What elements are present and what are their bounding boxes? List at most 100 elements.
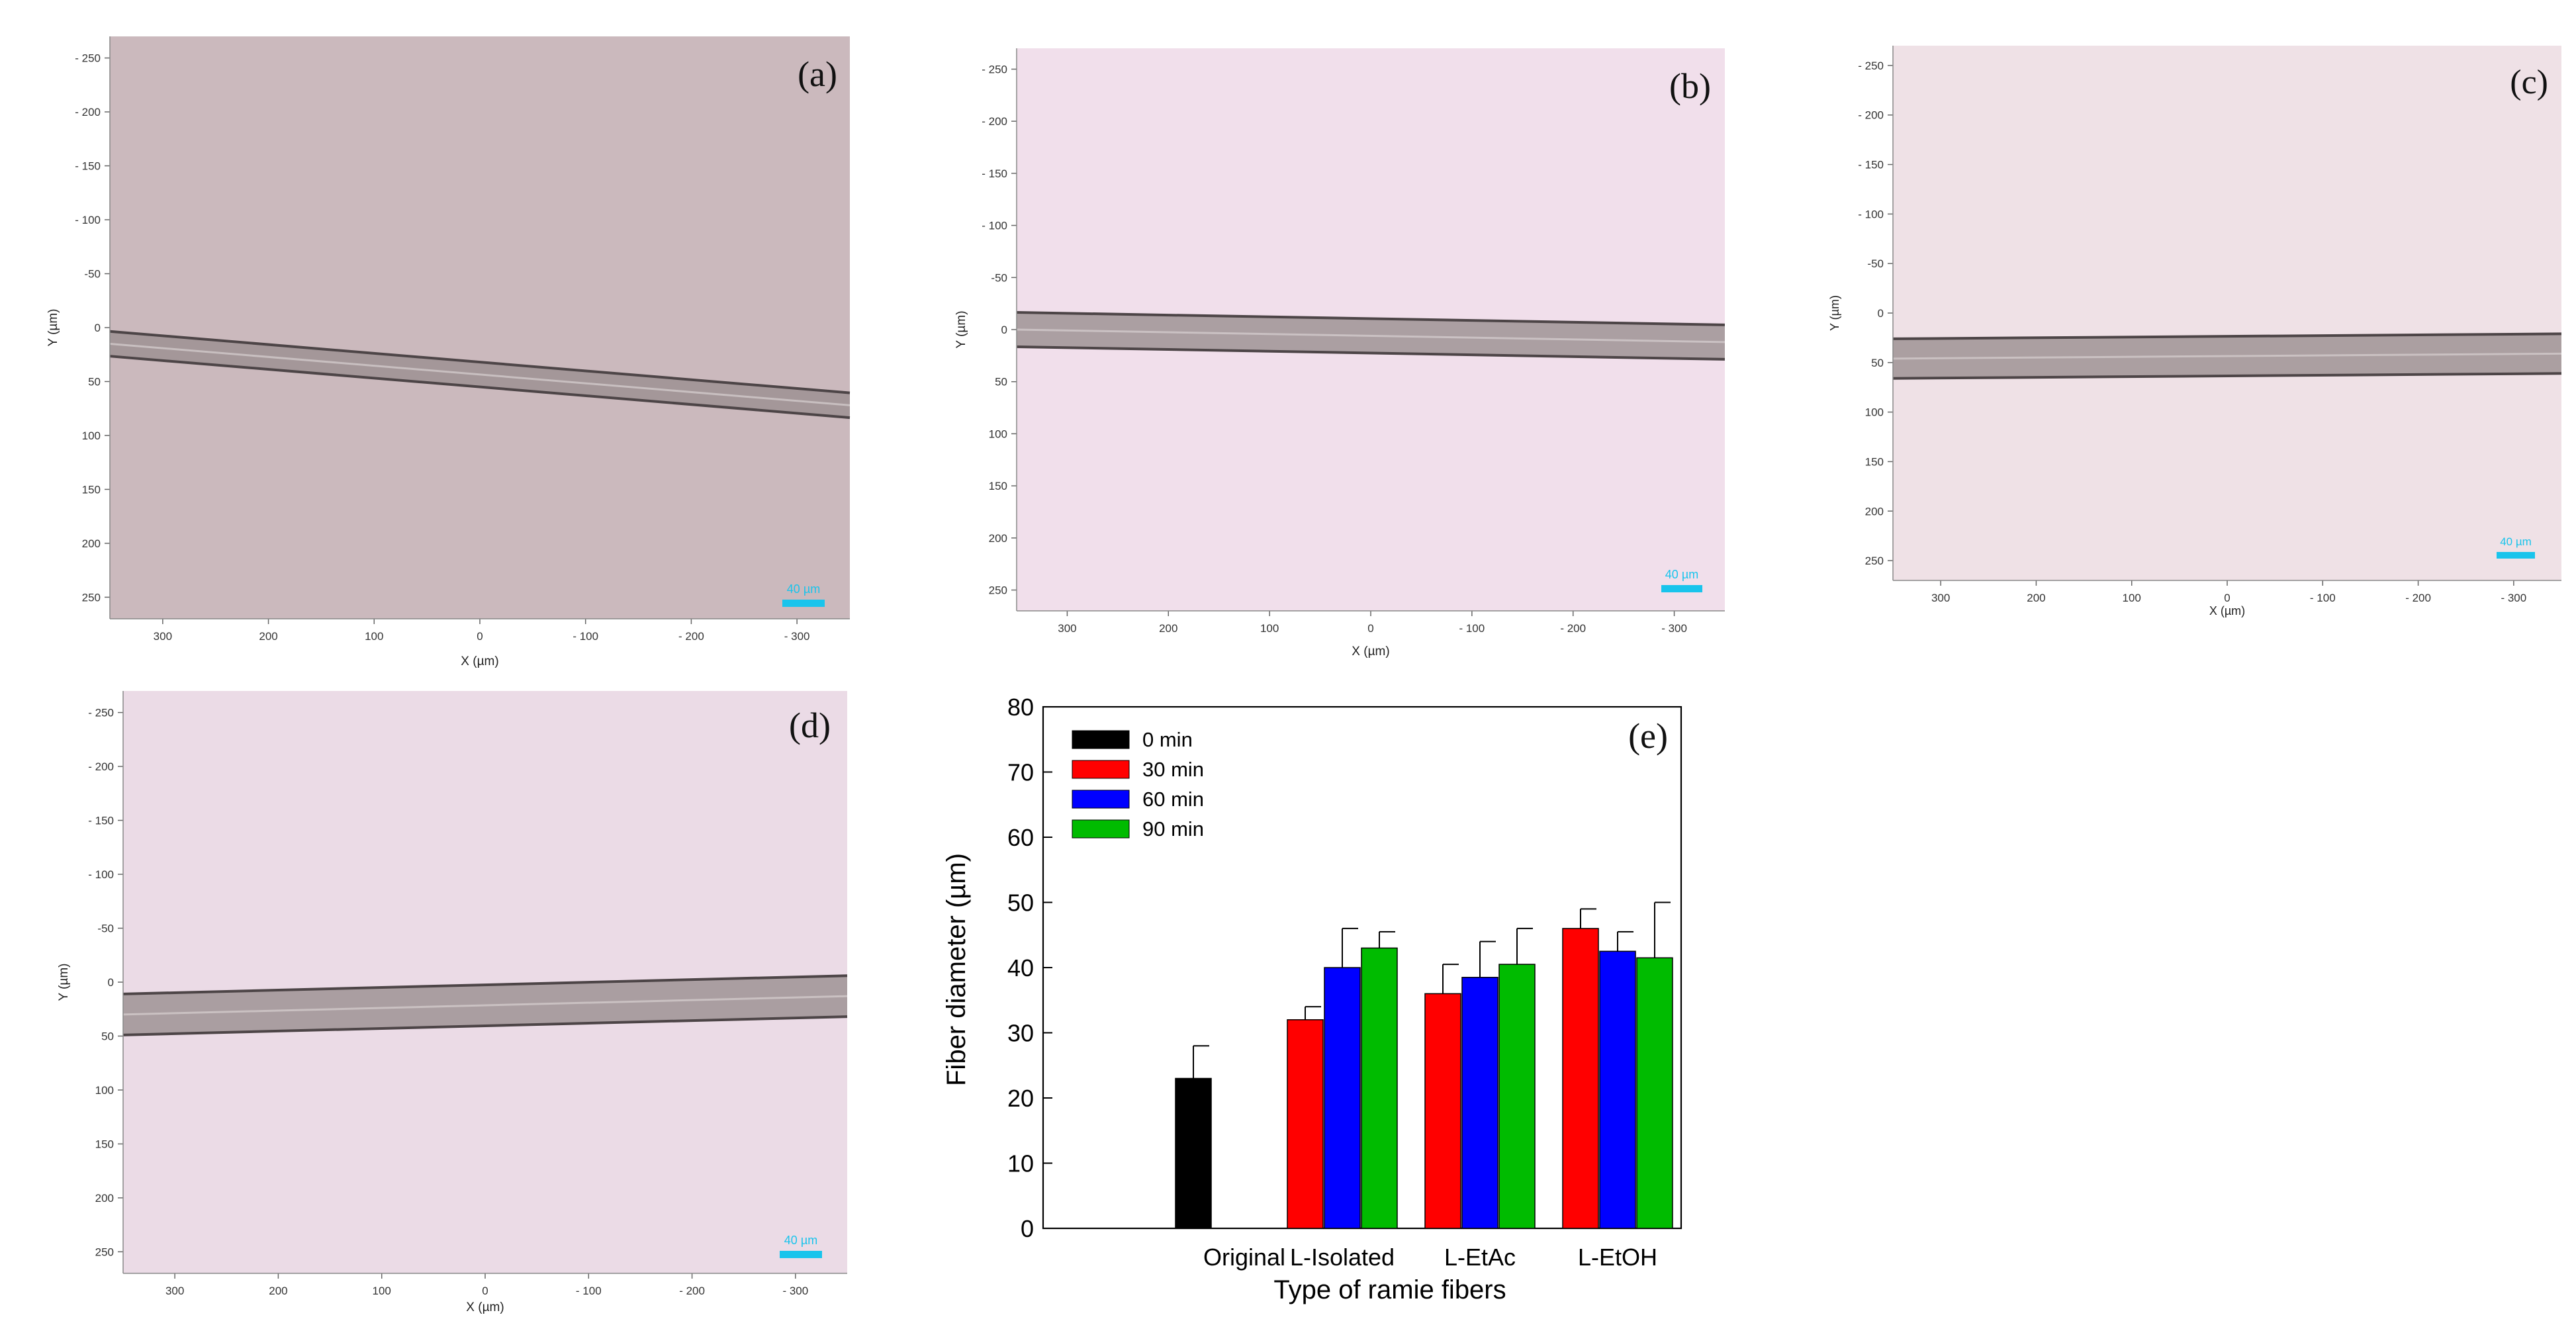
y-tick-label: -50	[991, 271, 1007, 284]
y-tick-label: - 150	[88, 815, 114, 827]
y-axis-ticks: - 250 - 200 - 150 - 100 -50 0 50 100 150 200 250	[75, 36, 111, 619]
fiber	[109, 330, 851, 420]
fiber-edge-top	[1892, 332, 2562, 340]
x-axis-label: Type of ramie fibers	[1273, 1275, 1506, 1304]
fiber-core	[109, 342, 851, 406]
micrograph-a: - 250 - 200 - 150 - 100 -50 0 50 100 150 200 250 3…	[46, 36, 851, 668]
micrograph-c: - 250 - 200 - 150 - 100 -50 0 50 100 150 200 250 3…	[1828, 46, 2562, 617]
y-tick-label: 50	[995, 376, 1007, 388]
y-axis-label: Y (µm)	[57, 963, 71, 1001]
y-tick-label: 100	[1865, 406, 1884, 419]
y-tick-label: 200	[1865, 505, 1884, 518]
y-tick-label: 40	[1007, 954, 1034, 981]
x-tick-label: 0	[1367, 622, 1373, 635]
bar	[1361, 947, 1398, 1229]
scale-bar	[782, 600, 825, 607]
y-tick-label: 0	[1001, 324, 1007, 336]
y-tick-label: - 200	[75, 106, 101, 118]
y-axis-label: Y (µm)	[954, 310, 968, 348]
x-tick-label: - 300	[784, 630, 810, 643]
scale-bar-label: 40 µm	[1665, 568, 1698, 581]
bar	[1636, 957, 1673, 1229]
y-axis-label: Y (µm)	[1828, 295, 1841, 331]
y-tick-label: 60	[1007, 824, 1034, 851]
x-axis-ticks: 300 200 100 0 - 100 - 200 - 300	[1017, 610, 1725, 635]
x-tick-label: - 300	[782, 1285, 808, 1297]
legend-label: 90 min	[1142, 817, 1204, 841]
y-tick-label: - 100	[75, 214, 101, 226]
y-axis-ticks: - 250 - 200 - 150 - 100 -50 0 50 100 150 200 250	[982, 48, 1017, 611]
micrograph-image	[110, 36, 850, 619]
y-tick-label: -50	[84, 268, 101, 281]
y-tick-label: 0	[108, 976, 114, 989]
y-tick-label: - 200	[1858, 109, 1884, 122]
x-axis-ticks: Original L-Isolated L-EtAc L-EtOH	[1203, 1244, 1657, 1271]
y-tick-label: - 250	[75, 52, 101, 65]
y-tick-label: - 250	[1858, 60, 1884, 72]
bar	[1424, 993, 1461, 1229]
y-axis-ticks: 0 10 20 30 40 50 60 70 80	[1007, 694, 1052, 1242]
y-tick-label: 250	[1865, 555, 1884, 567]
error-bars	[1193, 901, 1671, 1079]
x-axis-label: X (µm)	[466, 1300, 504, 1314]
y-tick-label: 200	[82, 537, 101, 550]
legend-swatch	[1072, 819, 1130, 839]
x-tick-label: - 100	[576, 1285, 602, 1297]
y-tick-label: - 100	[982, 220, 1007, 232]
y-tick-label: 200	[989, 532, 1007, 545]
y-tick-label: - 200	[88, 760, 114, 773]
scale-bar-label: 40 µm	[784, 1234, 817, 1247]
y-tick-label: 150	[989, 480, 1007, 492]
x-tick-label: 0	[2224, 592, 2230, 604]
x-tick-label: Original	[1203, 1244, 1285, 1271]
y-tick-label: 0	[1021, 1215, 1034, 1242]
y-tick-label: 50	[1007, 889, 1034, 917]
y-tick-label: - 250	[982, 63, 1007, 75]
panel-label: (b)	[1669, 66, 1711, 106]
y-tick-label: - 200	[982, 115, 1007, 128]
x-tick-label: 200	[1159, 622, 1177, 635]
x-tick-label: 300	[1058, 622, 1076, 635]
x-tick-label: 100	[373, 1285, 391, 1297]
y-axis-ticks: - 250 - 200 - 150 - 100 -50 0 50 100 150 200 250	[88, 691, 124, 1273]
y-tick-label: 150	[82, 483, 101, 496]
fiber-edge-top	[109, 330, 851, 394]
x-tick-label: 100	[2123, 592, 2141, 604]
y-tick-label: - 150	[75, 160, 101, 173]
legend-swatch	[1072, 790, 1130, 809]
x-axis-ticks: 300 200 100 0 - 100 - 200 - 300	[123, 1273, 847, 1297]
legend: 0 min 30 min 60 min 90 min	[1072, 728, 1204, 841]
y-tick-label: 150	[95, 1138, 114, 1150]
y-tick-label: 200	[95, 1192, 114, 1205]
x-tick-label: L-EtAc	[1444, 1244, 1516, 1271]
y-tick-label: 50	[88, 375, 101, 388]
panel-label: (a)	[798, 54, 837, 94]
panel-label: (c)	[2510, 64, 2548, 101]
y-axis-label: Y (µm)	[46, 308, 60, 346]
bar	[1562, 928, 1599, 1229]
y-tick-label: -50	[1867, 257, 1884, 270]
x-axis-label: X (µm)	[1352, 645, 1389, 659]
scale-bar	[780, 1251, 822, 1258]
fiber-edge-top	[1016, 311, 1725, 326]
y-tick-label: - 150	[1858, 159, 1884, 171]
bar	[1287, 1019, 1324, 1229]
y-axis-label: Fiber diameter (µm)	[942, 853, 971, 1086]
y-tick-label: 250	[989, 584, 1007, 597]
y-tick-label: 0	[1878, 307, 1884, 320]
micrograph-b: - 250 - 200 - 150 - 100 -50 0 50 100 150 200 250 3…	[954, 48, 1725, 659]
x-tick-label: - 300	[1661, 622, 1687, 635]
y-axis-ticks: - 250 - 200 - 150 - 100 -50 0 50 100 150 200 250	[1858, 46, 1894, 580]
y-tick-label: 250	[95, 1246, 114, 1258]
x-tick-label: 300	[165, 1285, 184, 1297]
y-tick-label: - 250	[88, 707, 114, 719]
x-tick-label: - 300	[2501, 592, 2526, 604]
x-axis-ticks: 300 200 100 0 - 100 - 200 - 300	[1893, 580, 2561, 604]
y-tick-label: 0	[95, 322, 101, 334]
fiber-edge-bottom	[122, 1015, 848, 1036]
scale-bar	[1661, 585, 1702, 592]
bar	[1461, 977, 1498, 1229]
bars	[1175, 928, 1673, 1229]
y-tick-label: 50	[1871, 357, 1884, 369]
x-tick-label: - 200	[1560, 622, 1586, 635]
